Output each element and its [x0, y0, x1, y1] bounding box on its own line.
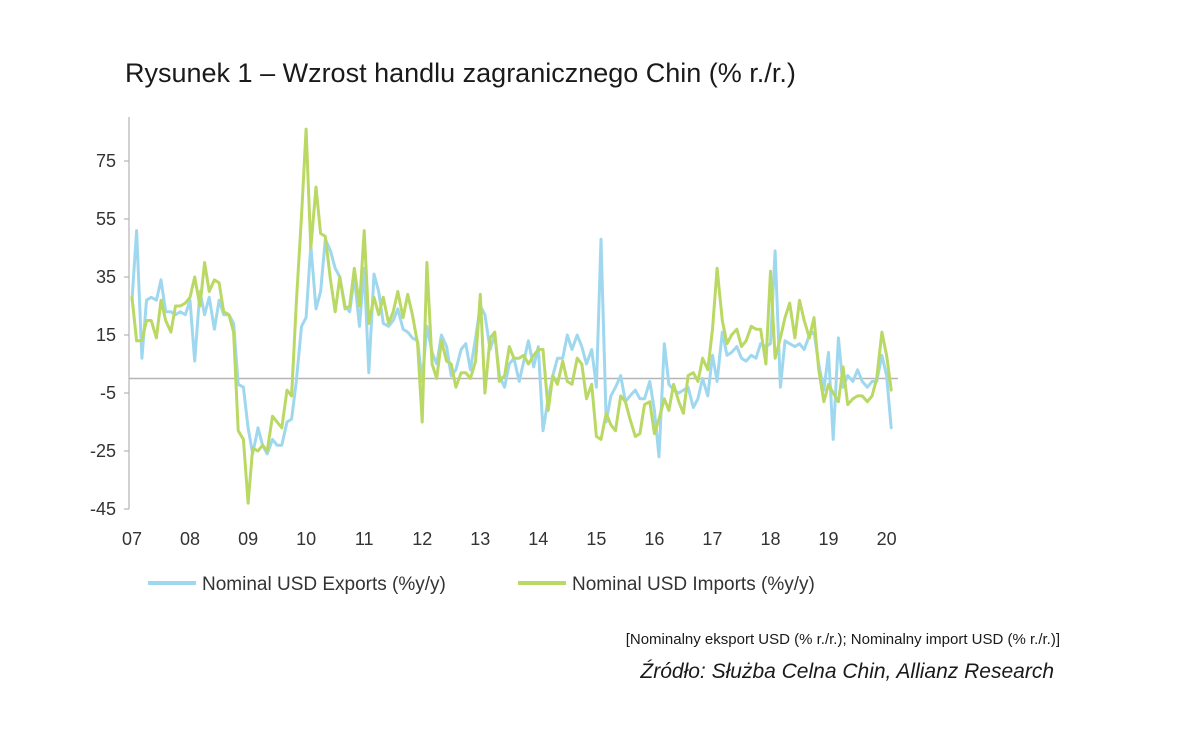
chart-legend: Nominal USD Exports (%y/y) Nominal USD Im…: [148, 574, 815, 595]
y-tick-label: 75: [96, 151, 116, 171]
x-tick-label: 13: [470, 529, 490, 549]
y-tick-label: 55: [96, 209, 116, 229]
y-tick-label: -25: [90, 441, 116, 461]
chart-axes: 75 55 35 15 -5 -25 -45 07 08 09 10 11 12 13 14 15 16 17 18…: [90, 117, 898, 549]
imports-series-line: [130, 127, 893, 505]
legend-label: Nominal USD Exports (%y/y): [202, 574, 446, 595]
x-tick-label: 11: [355, 529, 374, 549]
x-tick-label: 12: [412, 529, 432, 549]
x-tick-label: 18: [760, 529, 780, 549]
chart-note: [Nominalny eksport USD (% r./r.); Nomina…: [625, 631, 1060, 648]
x-tick-label: 20: [877, 529, 897, 549]
chart-series: [130, 127, 893, 505]
x-tick-label: 17: [702, 529, 722, 549]
x-tick-label: 08: [180, 529, 200, 549]
x-tick-label: 10: [296, 529, 316, 549]
y-tick-label: -45: [90, 499, 116, 519]
x-tick-label: 15: [586, 529, 606, 549]
x-tick-label: 07: [122, 529, 142, 549]
y-tick-label: 15: [96, 325, 116, 345]
x-tick-label: 14: [528, 529, 548, 549]
exports-series-line: [130, 229, 893, 459]
y-tick-label: 35: [96, 267, 116, 287]
x-tick-label: 09: [238, 529, 258, 549]
x-tick-label: 16: [644, 529, 664, 549]
y-tick-label: -5: [100, 383, 116, 403]
chart-source: Źródło: Służba Celna Chin, Allianz Resea…: [640, 660, 1054, 683]
x-tick-label: 19: [819, 529, 839, 549]
chart-title: Rysunek 1 – Wzrost handlu zagranicznego …: [125, 58, 796, 88]
legend-label: Nominal USD Imports (%y/y): [572, 574, 815, 595]
